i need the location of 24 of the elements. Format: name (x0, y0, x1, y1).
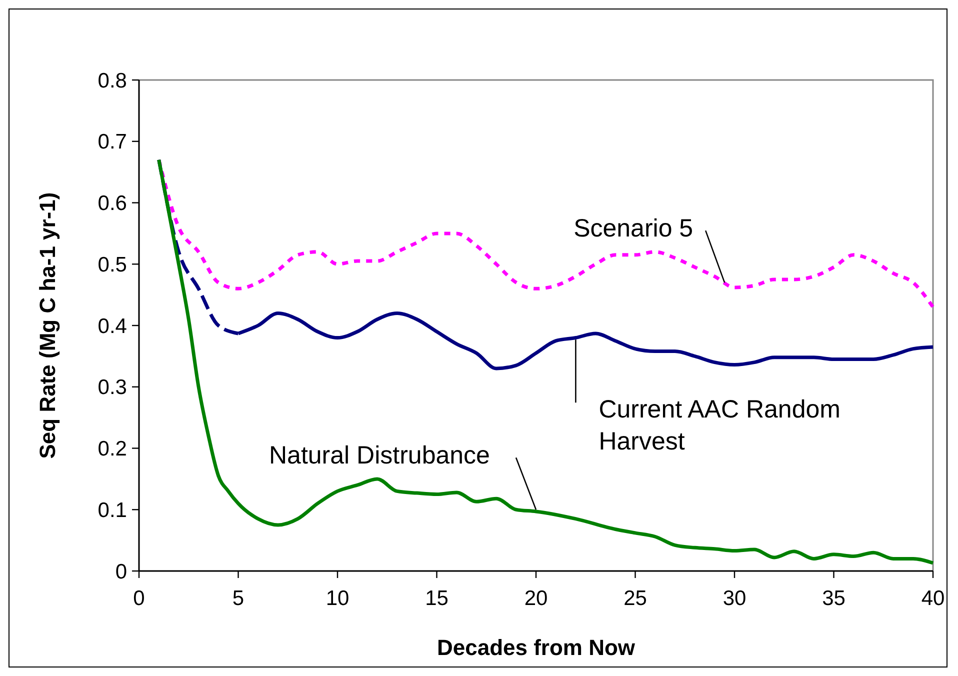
line-series (157, 158, 935, 565)
y-tick-label: 0.6 (98, 192, 127, 216)
x-tick-label: 15 (425, 587, 448, 610)
y-tick-label: 0.3 (98, 376, 127, 400)
y-tick-label: 0.2 (98, 438, 127, 461)
x-tick-label: 5 (232, 587, 244, 610)
x-tick-label: 40 (921, 587, 945, 610)
x-tick-label: 0 (133, 587, 145, 610)
y-tick-label: 0.8 (98, 69, 127, 92)
annotation: Natural Distrubance (269, 442, 490, 470)
x-tick-label: 35 (822, 587, 846, 610)
y-tick-label: 0.5 (98, 253, 127, 276)
x-tick-label: 25 (624, 587, 647, 610)
y-tick-label: 0 (115, 560, 127, 584)
annotation: Current AAC Random Harvest (598, 396, 840, 456)
y-tick-label: 0.7 (98, 130, 127, 154)
y-tick-label: 0.4 (98, 314, 128, 338)
y-tick-label: 0.1 (98, 498, 127, 522)
y-axis-title: Seq Rate (Mg C ha-1 yr-1) (35, 192, 60, 459)
x-tick-label: 30 (722, 587, 746, 610)
x-tick-label: 10 (326, 587, 350, 610)
annotation: Scenario 5 (574, 214, 694, 243)
x-tick-label: 20 (524, 587, 548, 610)
x-axis-title: Decades from Now (436, 635, 636, 660)
